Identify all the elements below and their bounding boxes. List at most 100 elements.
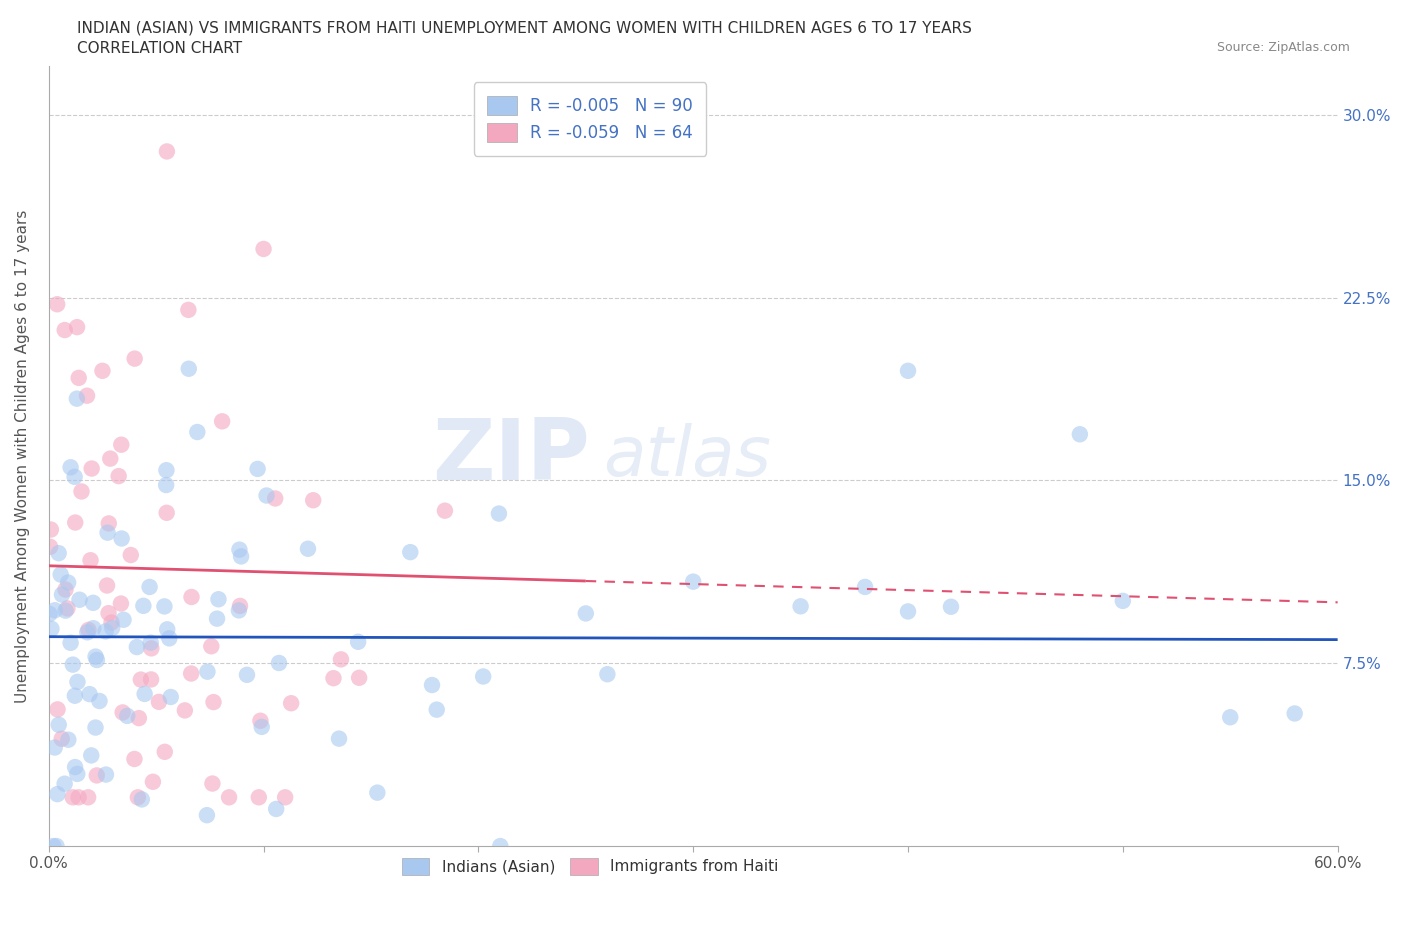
Point: [1112, 593, 1135, 608]
Point: [58, 732, 80, 747]
Point: [347, 634, 370, 649]
Point: [328, 731, 350, 746]
Point: [200, 639, 222, 654]
Point: [177, 302, 200, 317]
Point: [131, 792, 153, 807]
Text: ZIP: ZIP: [432, 415, 591, 498]
Point: [201, 777, 224, 791]
Point: [297, 541, 319, 556]
Point: [236, 668, 259, 683]
Point: [42, 839, 65, 854]
Point: [211, 414, 233, 429]
Point: [897, 604, 920, 618]
Point: [229, 599, 252, 614]
Text: atlas: atlas: [603, 422, 770, 489]
Text: INDIAN (ASIAN) VS IMMIGRANTS FROM HAITI UNEMPLOYMENT AMONG WOMEN WITH CHILDREN A: INDIAN (ASIAN) VS IMMIGRANTS FROM HAITI …: [77, 20, 972, 35]
Point: [51, 587, 73, 602]
Point: [939, 599, 962, 614]
Point: [228, 603, 250, 618]
Point: [53, 323, 76, 338]
Point: [247, 790, 270, 804]
Point: [264, 802, 287, 817]
Legend: Indians (Asian), Immigrants from Haiti: Indians (Asian), Immigrants from Haiti: [395, 852, 785, 882]
Point: [111, 705, 134, 720]
Point: [46, 297, 69, 312]
Text: CORRELATION CHART: CORRELATION CHART: [77, 41, 242, 56]
Point: [420, 678, 443, 693]
Point: [218, 790, 240, 804]
Point: [156, 505, 179, 520]
Point: [97, 516, 120, 531]
Point: [65, 515, 87, 530]
Point: [177, 361, 200, 376]
Point: [107, 469, 129, 484]
Point: [366, 785, 388, 800]
Point: [79, 686, 101, 701]
Point: [488, 506, 510, 521]
Point: [156, 144, 179, 159]
Point: [120, 548, 142, 563]
Point: [70, 484, 93, 498]
Point: [153, 744, 176, 759]
Point: [77, 622, 100, 637]
Point: [63, 760, 86, 775]
Point: [264, 491, 287, 506]
Point: [38, 606, 60, 621]
Point: [142, 775, 165, 790]
Point: [62, 790, 84, 804]
Point: [98, 451, 121, 466]
Point: [67, 370, 90, 385]
Point: [274, 790, 297, 804]
Point: [96, 578, 118, 593]
Point: [433, 503, 456, 518]
Point: [853, 579, 876, 594]
Point: [157, 631, 180, 645]
Point: [229, 549, 252, 564]
Point: [330, 652, 353, 667]
Point: [110, 596, 132, 611]
Point: [46, 787, 69, 802]
Point: [69, 592, 91, 607]
Point: [56, 575, 79, 590]
Point: [111, 531, 134, 546]
Point: [110, 437, 132, 452]
Point: [49, 567, 72, 582]
Point: [44, 603, 66, 618]
Point: [51, 731, 73, 746]
Point: [249, 713, 271, 728]
Point: [124, 751, 146, 766]
Point: [46, 702, 69, 717]
Point: [82, 595, 104, 610]
Point: [789, 599, 811, 614]
Point: [94, 767, 117, 782]
Point: [63, 688, 86, 703]
Point: [89, 694, 111, 709]
Point: [94, 624, 117, 639]
Point: [322, 671, 344, 685]
Point: [125, 640, 148, 655]
Point: [97, 605, 120, 620]
Point: [138, 579, 160, 594]
Point: [41, 621, 63, 636]
Point: [97, 525, 120, 540]
Point: [76, 625, 98, 640]
Point: [53, 777, 76, 791]
Point: [197, 664, 219, 679]
Point: [256, 488, 278, 503]
Point: [228, 542, 250, 557]
Point: [399, 545, 422, 560]
Point: [59, 635, 82, 650]
Point: [127, 790, 149, 804]
Point: [1284, 706, 1306, 721]
Point: [205, 611, 228, 626]
Point: [55, 604, 77, 618]
Point: [180, 666, 202, 681]
Point: [207, 591, 229, 606]
Point: [39, 539, 62, 554]
Point: [86, 653, 108, 668]
Point: [250, 720, 273, 735]
Point: [79, 552, 101, 567]
Point: [112, 612, 135, 627]
Point: [141, 641, 163, 656]
Point: [426, 702, 449, 717]
